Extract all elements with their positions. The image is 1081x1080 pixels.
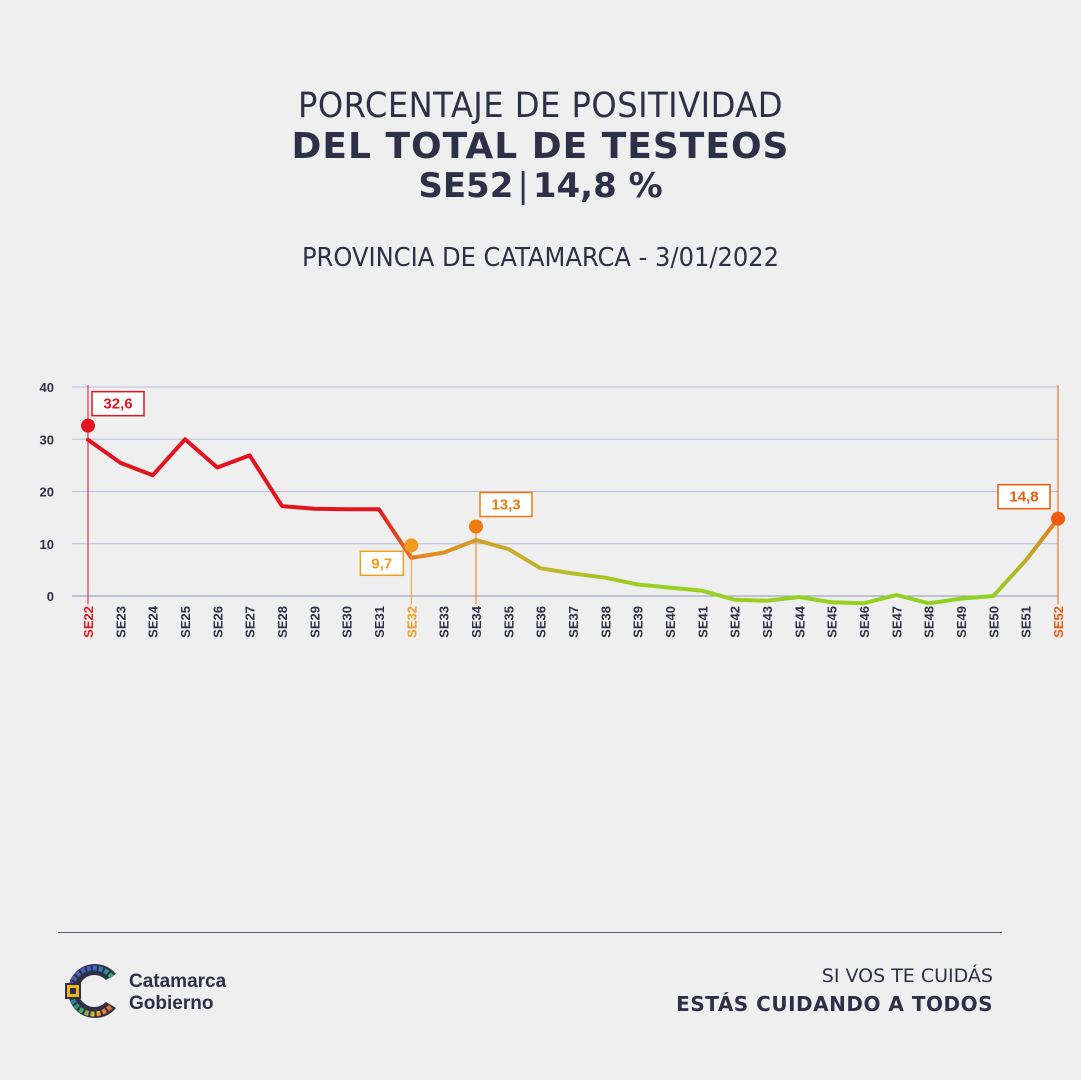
x-tick-label: SE52 (1051, 606, 1066, 638)
title-separator: | (517, 166, 529, 206)
x-tick-label: SE43 (760, 606, 775, 638)
x-tick-label: SE32 (404, 606, 419, 638)
brand-name-line1: Catamarca (129, 971, 227, 992)
data-label: 13,3 (491, 497, 520, 514)
x-tick-label: SE42 (728, 606, 743, 638)
chart-title-line2: DEL TOTAL DE TESTEOS (291, 126, 790, 167)
x-tick-label: SE40 (663, 606, 678, 638)
chart-title-line1: PORCENTAJE DE POSITIVIDAD (297, 86, 784, 126)
x-tick-label: SE37 (566, 606, 581, 638)
highlight-point (469, 519, 483, 534)
x-tick-label: SE30 (340, 606, 355, 638)
highlight-point (404, 538, 419, 553)
x-tick-label: SE34 (469, 605, 484, 638)
chart-title-line3: SE52 | 14,8 % (0, 166, 1081, 206)
y-tick-label: 40 (40, 380, 54, 395)
series-line (86, 437, 1060, 606)
x-tick-label: SE39 (631, 606, 646, 638)
x-tick-label: SE36 (534, 606, 549, 638)
data-label: 14,8 (1009, 489, 1038, 506)
highlight-point (1051, 511, 1065, 526)
week-value: 14,8 % (532, 166, 663, 206)
x-tick-label: SE51 (1019, 606, 1034, 638)
catamarca-logo-icon (65, 964, 116, 1018)
chart-subtitle: PROVINCIA DE CATAMARCA - 3/01/2022 (301, 243, 780, 273)
x-tick-label: SE47 (889, 606, 904, 638)
brand-name-line2: Gobierno (129, 993, 214, 1014)
y-tick-label: 10 (40, 537, 54, 552)
x-tick-label: SE48 (922, 606, 937, 638)
x-tick-label: SE31 (372, 606, 387, 638)
slogan-line1: SI VOS TE CUIDÁS (821, 965, 993, 987)
x-tick-label: SE23 (113, 606, 128, 638)
x-tick-label: SE25 (178, 606, 193, 638)
x-tick-label: SE44 (792, 605, 807, 638)
data-label-box (359, 550, 405, 577)
footer-divider (58, 932, 1002, 933)
x-tick-label: SE49 (954, 606, 969, 638)
data-label-box (997, 483, 1051, 510)
y-tick-label: 30 (40, 432, 54, 447)
x-tick-label: SE38 (598, 606, 613, 638)
x-tick-label: SE46 (857, 606, 872, 638)
x-tick-label: SE27 (243, 606, 258, 638)
x-tick-label: SE45 (825, 606, 840, 638)
x-tick-label: SE33 (437, 606, 452, 638)
data-label: 9,7 (371, 555, 392, 572)
x-tick-label: SE29 (307, 606, 322, 638)
x-tick-label: SE24 (146, 605, 161, 638)
y-tick-label: 0 (47, 589, 54, 604)
x-tick-label: SE28 (275, 606, 290, 638)
week-label: SE52 (418, 166, 514, 206)
x-tick-label: SE41 (695, 606, 710, 638)
data-label-box (91, 390, 145, 417)
positivity-line-chart: 0 10 20 30 40 SE22 SE23 SE24 SE25 SE26 SE27 SE28 SE… (40, 380, 1066, 638)
highlight-point (81, 418, 95, 433)
data-label-box (479, 491, 533, 518)
x-tick-label: SE22 (81, 606, 96, 638)
x-tick-label: SE50 (986, 606, 1001, 638)
x-tick-label: SE26 (210, 606, 225, 638)
y-tick-label: 20 (40, 485, 54, 500)
slogan-line2: ESTÁS CUIDANDO A TODOS (676, 992, 993, 1016)
data-label: 32,6 (103, 396, 132, 413)
x-tick-label: SE35 (501, 606, 516, 638)
